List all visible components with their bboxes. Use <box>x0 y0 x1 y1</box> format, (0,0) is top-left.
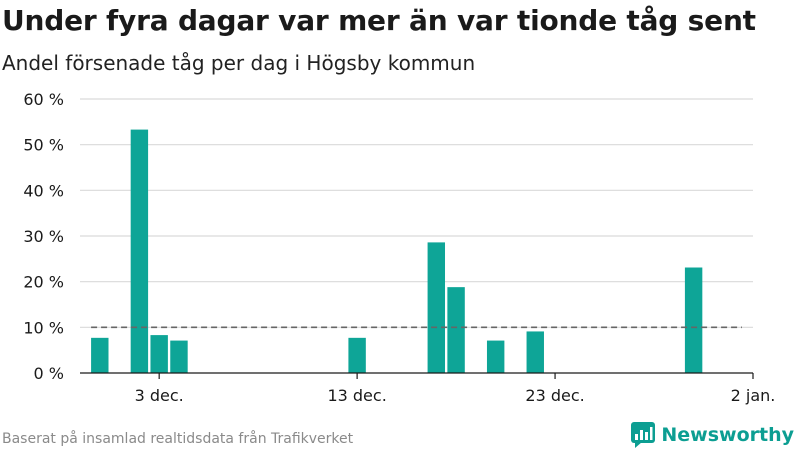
gridlines <box>80 98 753 328</box>
y-tick-label: 60 % <box>23 90 64 109</box>
bar <box>447 287 465 373</box>
bar-chart: 0 % 10 % 20 % 30 % 40 % 50 % 60 % 3 dec. 13 dec… <box>23 90 776 405</box>
brand-logo: Newsworthy <box>630 421 794 449</box>
x-tick-label: 23 dec. <box>525 386 584 405</box>
y-tick-label: 10 % <box>23 318 64 337</box>
y-tick-label: 40 % <box>23 181 64 200</box>
x-tick-label: 2 jan. <box>731 386 776 405</box>
bar <box>427 242 446 373</box>
bar <box>684 267 703 373</box>
y-tick-label: 20 % <box>23 273 64 292</box>
bar <box>486 340 505 373</box>
bars <box>91 129 703 373</box>
y-tick-label: 0 % <box>34 364 64 383</box>
chart-title: Under fyra dagar var mer än var tionde t… <box>2 4 756 37</box>
y-tick-label: 30 % <box>23 227 64 246</box>
y-axis-labels: 0 % 10 % 20 % 30 % 40 % 50 % 60 % <box>23 90 64 383</box>
x-axis: 3 dec. 13 dec. 23 dec. 2 jan. <box>80 372 776 405</box>
bar <box>348 337 366 373</box>
x-tick-label: 3 dec. <box>135 386 184 405</box>
y-tick-label: 50 % <box>23 136 64 155</box>
source-note: Baserat på insamlad realtidsdata från Tr… <box>2 431 354 447</box>
x-tick-label: 13 dec. <box>327 386 386 405</box>
bar <box>170 340 188 373</box>
bar <box>130 129 149 373</box>
chart-subtitle: Andel försenade tåg per dag i Högsby kom… <box>2 51 476 75</box>
bar <box>150 335 168 373</box>
bar-chart-bubble-icon <box>631 422 656 448</box>
brand-name: Newsworthy <box>661 424 794 446</box>
bar <box>91 337 109 373</box>
bar <box>526 331 544 373</box>
